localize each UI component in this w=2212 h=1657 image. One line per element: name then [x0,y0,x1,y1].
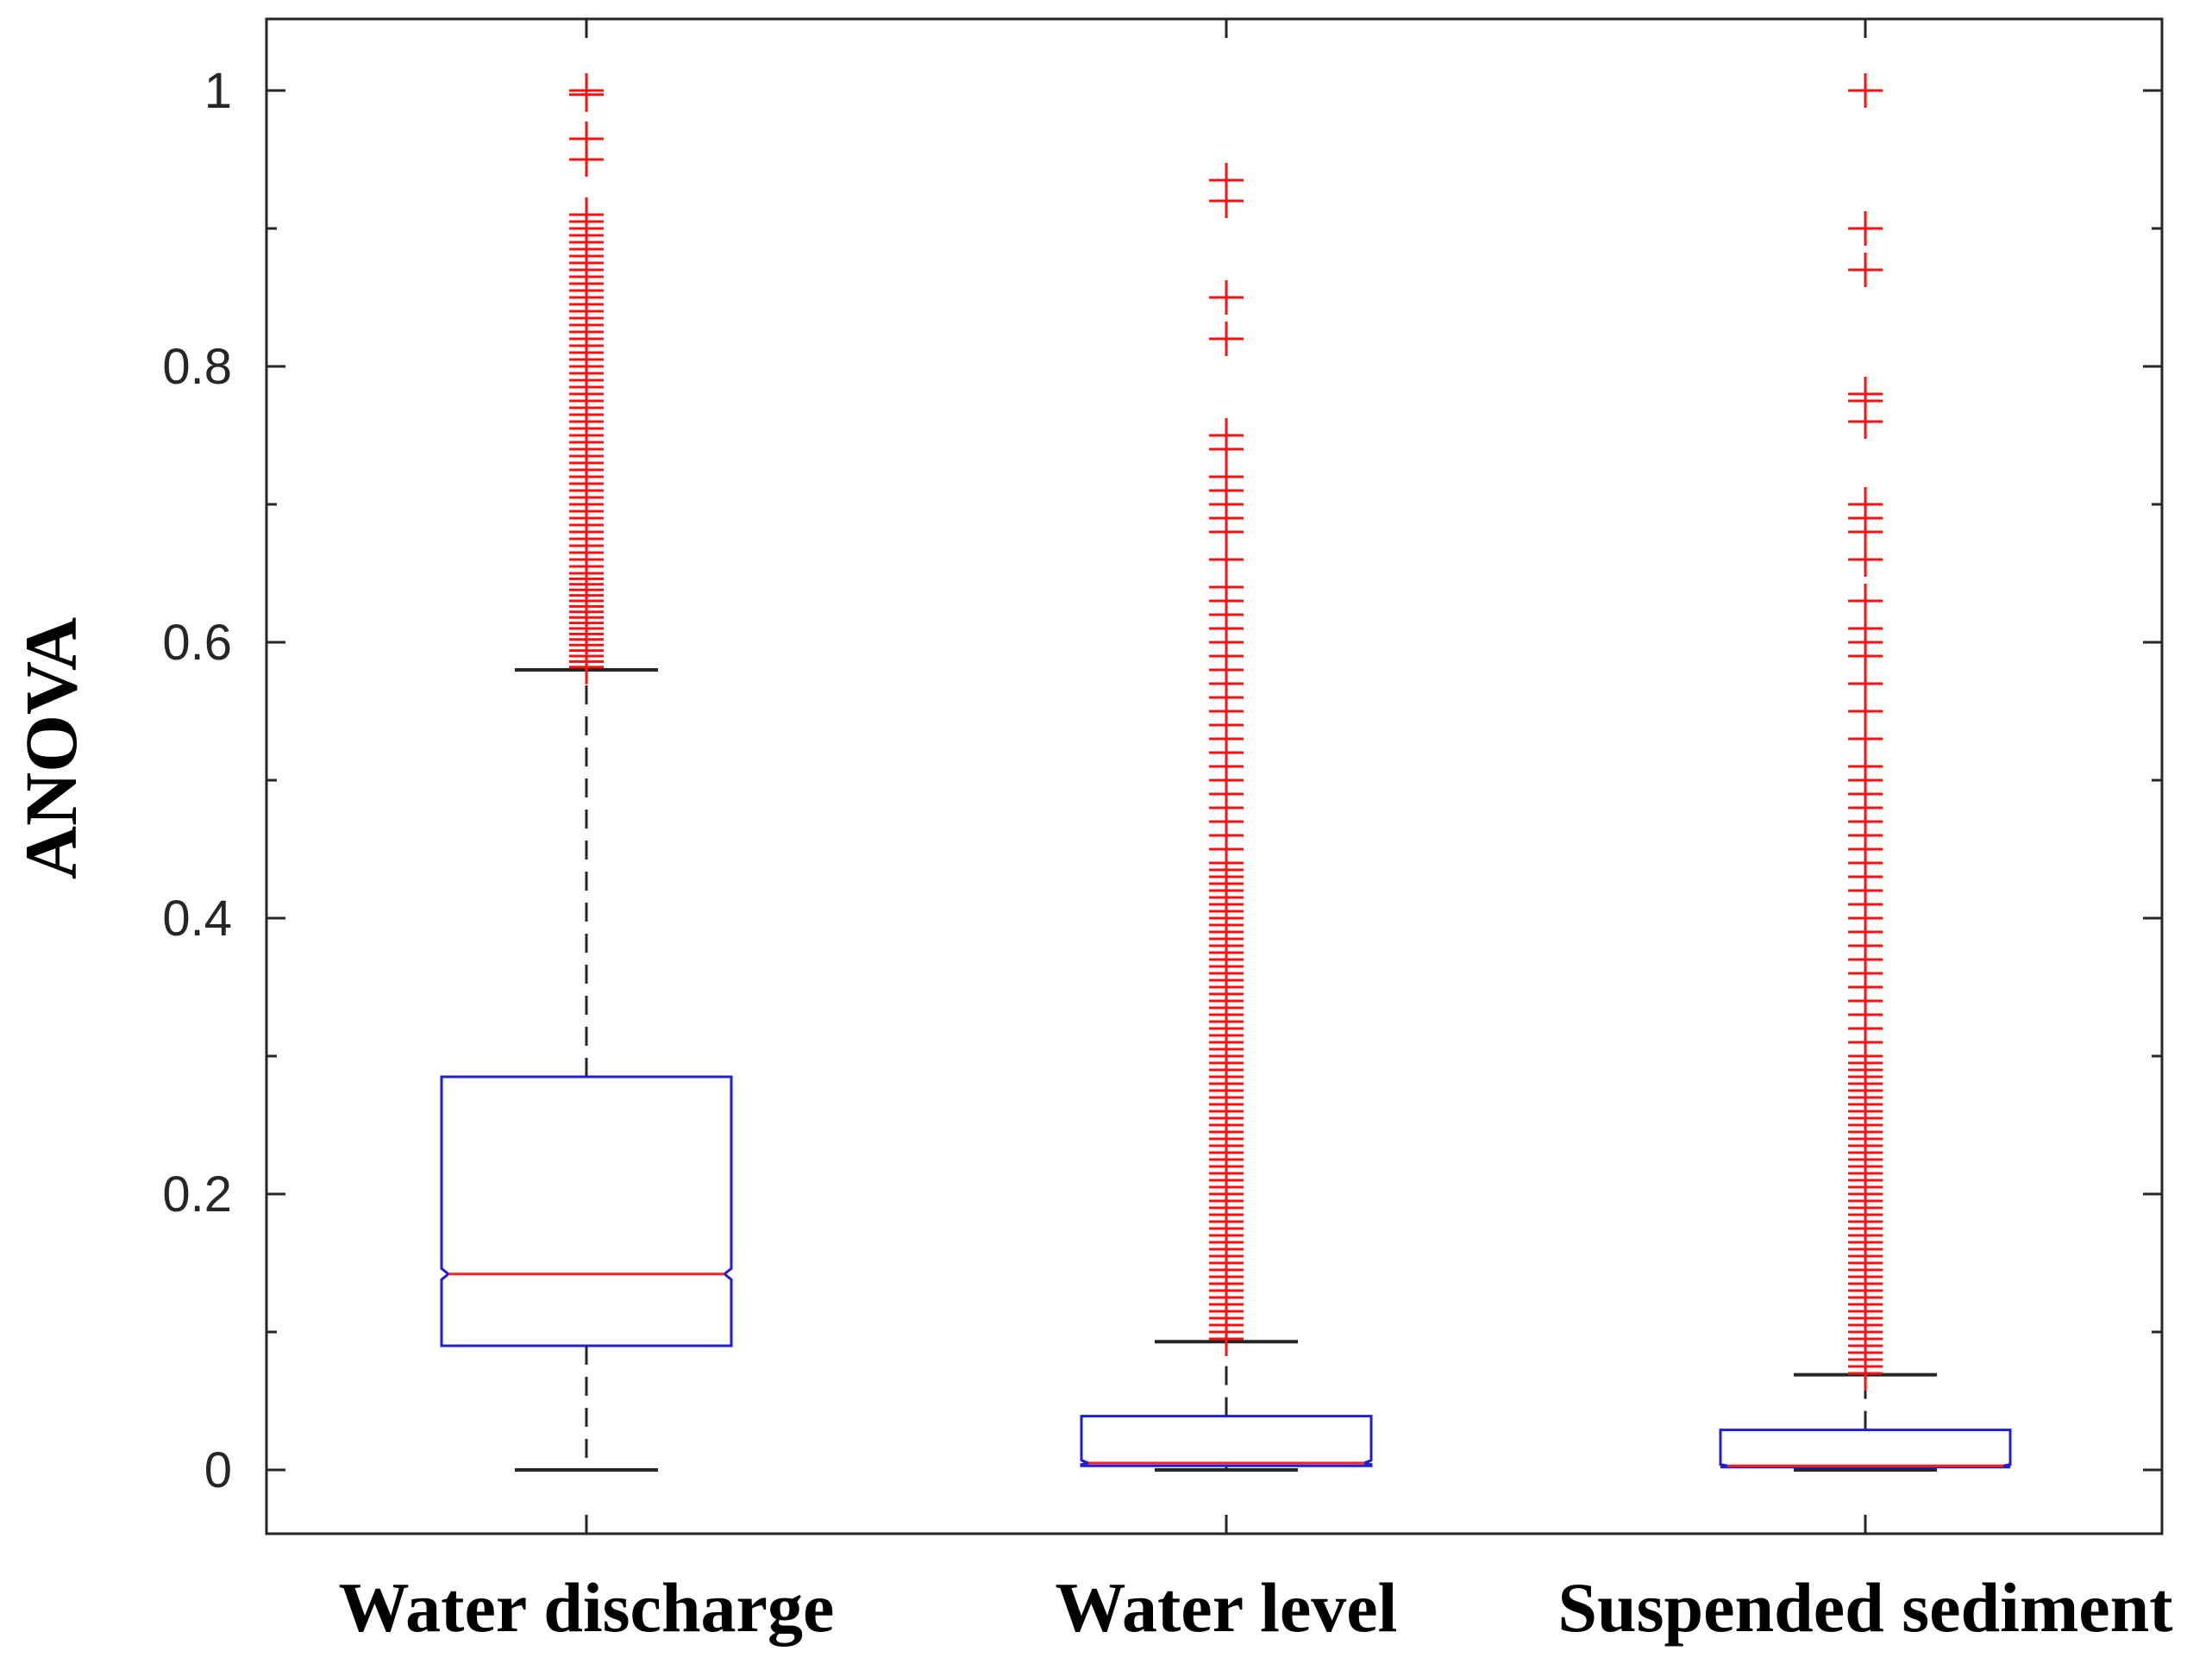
y-tick-label: 0.2 [162,1166,232,1222]
outlier-marker [569,197,604,232]
outlier-marker [1209,418,1244,453]
box-body [1080,1415,1373,1467]
outlier-marker [1848,211,1883,246]
x-category-label: Suspended sediment [1557,1568,2172,1647]
box-group [1719,1372,2012,1472]
y-tick-label: 0 [204,1442,232,1498]
y-tick-label: 0.6 [162,615,232,671]
outlier-markers [569,73,1883,1391]
plot-area-frame [265,17,2164,1535]
outlier-marker [569,73,604,108]
box-body [440,1075,733,1347]
outlier-marker [569,122,604,156]
outlier-marker [1209,280,1244,315]
outlier-marker [1848,253,1883,287]
x-axis-category-labels: Water discharge Water level Suspended sedi… [339,1568,2173,1647]
box-group [440,668,733,1472]
outlier-marker [1848,487,1883,522]
x-category-label: Water level [1056,1568,1398,1647]
outlier-marker [1848,73,1883,108]
y-tick-label: 0.8 [162,339,232,395]
outlier-marker [1209,322,1244,356]
outlier-marker [1848,377,1883,411]
outlier-marker [1209,163,1244,197]
x-category-label: Water discharge [339,1568,835,1647]
y-tick-label: 1 [204,63,232,119]
y-axis-ticks: 0 0.2 0.4 0.6 0.8 1 [162,19,2162,1534]
outlier-marker [1848,584,1883,618]
y-tick-label: 0.4 [162,891,232,947]
box-body [1719,1429,2012,1469]
y-axis-title: ANOVA [9,617,92,879]
box-series [440,668,2012,1472]
